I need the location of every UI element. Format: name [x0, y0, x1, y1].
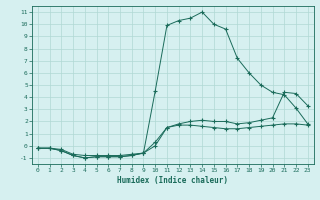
X-axis label: Humidex (Indice chaleur): Humidex (Indice chaleur): [117, 176, 228, 185]
